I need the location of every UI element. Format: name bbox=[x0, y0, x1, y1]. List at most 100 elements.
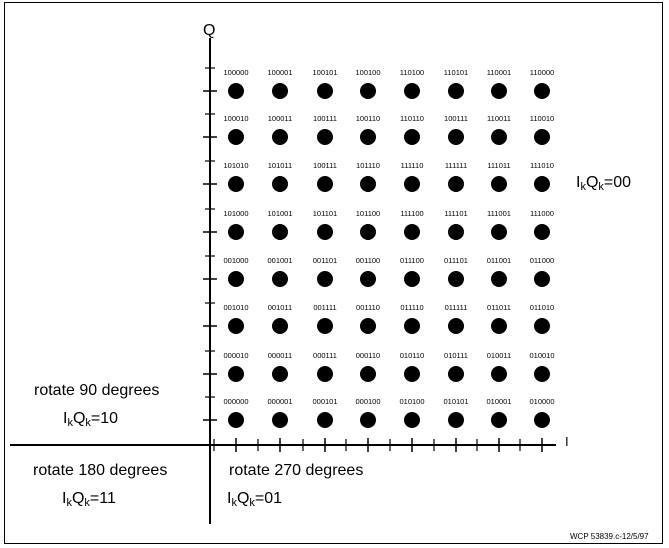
constellation-point bbox=[228, 366, 244, 382]
constellation-point bbox=[448, 271, 464, 287]
q-axis-label: Q bbox=[203, 22, 216, 39]
point-code-label: 111010 bbox=[530, 161, 554, 170]
constellation-point bbox=[360, 129, 376, 145]
constellation-point bbox=[228, 412, 244, 428]
constellation-point bbox=[404, 412, 420, 428]
point-code-label: 101110 bbox=[356, 161, 380, 170]
constellation-point bbox=[491, 129, 507, 145]
constellation-point bbox=[228, 176, 244, 192]
point-code-label: 000100 bbox=[355, 397, 380, 406]
point-code-label: 100110 bbox=[356, 114, 380, 123]
constellation-point bbox=[491, 224, 507, 240]
constellation-point bbox=[228, 224, 244, 240]
constellation-point bbox=[228, 271, 244, 287]
constellation-point bbox=[272, 129, 288, 145]
constellation-point bbox=[404, 176, 420, 192]
constellation-point bbox=[448, 129, 464, 145]
constellation-point bbox=[404, 129, 420, 145]
point-code-label: 000000 bbox=[223, 397, 248, 406]
point-code-label: 011010 bbox=[530, 303, 554, 312]
point-code-label: 000010 bbox=[223, 351, 248, 360]
point-code-label: 101011 bbox=[268, 161, 292, 170]
constellation-point bbox=[534, 318, 550, 334]
constellation-point bbox=[404, 224, 420, 240]
point-code-label: 001111 bbox=[313, 303, 336, 312]
point-code-label: 011011 bbox=[487, 303, 511, 312]
constellation-points bbox=[228, 83, 550, 428]
quadrant-4-label: IkQk=01 bbox=[227, 490, 283, 509]
point-code-label: 101101 bbox=[313, 209, 337, 218]
constellation-point bbox=[272, 366, 288, 382]
point-code-label: 101010 bbox=[223, 161, 248, 170]
constellation-point bbox=[272, 83, 288, 99]
constellation-point bbox=[360, 318, 376, 334]
constellation-point bbox=[360, 271, 376, 287]
constellation-point bbox=[317, 83, 333, 99]
quadrant-3-label: IkQk=11 bbox=[62, 490, 116, 509]
point-code-label: 010000 bbox=[529, 397, 554, 406]
constellation-point bbox=[404, 318, 420, 334]
point-code-label: 100111 bbox=[313, 161, 337, 170]
constellation-point bbox=[534, 224, 550, 240]
point-code-label: 011100 bbox=[400, 256, 424, 265]
figure-frame bbox=[4, 2, 663, 544]
point-code-label: 110011 bbox=[487, 114, 511, 123]
point-code-label: 011111 bbox=[445, 303, 468, 312]
quadrant-2-label: IkQk=10 bbox=[63, 410, 119, 429]
constellation-point bbox=[360, 176, 376, 192]
constellation-point bbox=[317, 129, 333, 145]
point-code-label: 100011 bbox=[268, 114, 292, 123]
point-code-label: 111100 bbox=[400, 209, 423, 218]
constellation-point bbox=[272, 271, 288, 287]
point-code-label: 101100 bbox=[356, 209, 380, 218]
quadrant-3-rotate-label: rotate 180 degrees bbox=[33, 462, 168, 479]
point-code-label: 111001 bbox=[487, 209, 511, 218]
point-code-label: 111101 bbox=[444, 209, 467, 218]
point-code-label: 010001 bbox=[486, 397, 511, 406]
point-code-label: 001100 bbox=[356, 256, 380, 265]
constellation-point bbox=[317, 224, 333, 240]
constellation-point bbox=[272, 412, 288, 428]
point-code-label: 010010 bbox=[529, 351, 554, 360]
point-code-label: 100000 bbox=[223, 68, 248, 77]
point-code-label: 100010 bbox=[223, 114, 248, 123]
point-code-label: 100111 bbox=[313, 114, 337, 123]
constellation-point bbox=[448, 224, 464, 240]
point-code-label: 000001 bbox=[267, 397, 292, 406]
point-code-label: 100001 bbox=[267, 68, 292, 77]
point-code-label: 001011 bbox=[268, 303, 292, 312]
point-code-label: 100100 bbox=[355, 68, 380, 77]
point-code-label: 000111 bbox=[313, 351, 337, 360]
constellation-point bbox=[317, 366, 333, 382]
point-code-label: 011110 bbox=[400, 303, 423, 312]
point-code-label: 100111 bbox=[444, 114, 468, 123]
point-code-label: 011001 bbox=[487, 256, 511, 265]
constellation-point bbox=[448, 412, 464, 428]
point-code-label: 110001 bbox=[487, 68, 511, 77]
axes bbox=[10, 38, 556, 524]
point-code-label: 100101 bbox=[312, 68, 337, 77]
point-code-label: 010100 bbox=[399, 397, 424, 406]
quadrant-1-label: IkQk=00 bbox=[576, 174, 632, 193]
point-code-label: 101001 bbox=[267, 209, 292, 218]
point-code-label: 101000 bbox=[223, 209, 248, 218]
constellation-point bbox=[360, 83, 376, 99]
constellation-point bbox=[491, 271, 507, 287]
constellation-point bbox=[534, 271, 550, 287]
axis-ticks bbox=[203, 67, 543, 452]
constellation-point bbox=[317, 176, 333, 192]
point-code-label: 110000 bbox=[530, 68, 554, 77]
constellation-point bbox=[228, 129, 244, 145]
constellation-point bbox=[448, 176, 464, 192]
constellation-point bbox=[448, 318, 464, 334]
point-code-label: 000011 bbox=[268, 351, 292, 360]
point-code-label: 001110 bbox=[356, 303, 380, 312]
point-code-label: 111111 bbox=[445, 161, 467, 170]
point-code-label: 010101 bbox=[443, 397, 468, 406]
quadrant-4-rotate-label: rotate 270 degrees bbox=[229, 462, 364, 479]
constellation-point bbox=[534, 129, 550, 145]
point-code-label: 001000 bbox=[223, 256, 248, 265]
point-code-label: 010111 bbox=[444, 351, 468, 360]
point-code-label: 111110 bbox=[401, 161, 424, 170]
